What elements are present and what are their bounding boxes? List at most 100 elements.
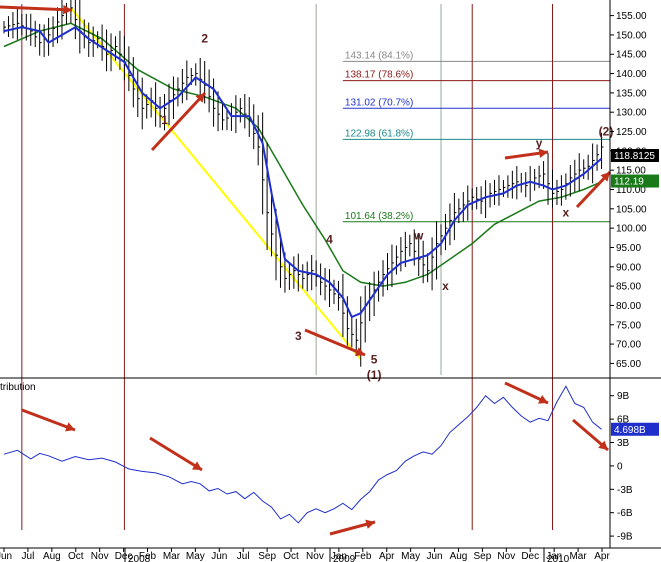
annotation-arrow-head xyxy=(355,347,365,357)
x-month-label: Mar xyxy=(163,551,181,562)
x-month-label: Jan xyxy=(331,551,347,562)
price-tick-label: 75.00 xyxy=(616,320,641,331)
fib-level-label: 101.64 (38.2%) xyxy=(345,211,413,222)
price-tick-label: 70.00 xyxy=(616,340,641,351)
annotation-arrow-head xyxy=(63,4,72,15)
x-month-label: May xyxy=(186,551,205,562)
x-month-label: Jul xyxy=(22,551,35,562)
last-ma-tag: 112.19 xyxy=(614,177,644,188)
indicator-line xyxy=(3,385,602,524)
annotation-arrow-head xyxy=(192,461,202,470)
wave-label: x xyxy=(442,279,449,293)
annotation-arrows xyxy=(0,4,612,536)
indicator-tick-label: 3B xyxy=(617,438,630,449)
x-month-label: Nov xyxy=(306,551,324,562)
annotation-arrow-head xyxy=(600,172,610,182)
x-year-label: 2010 xyxy=(547,554,570,562)
last-ma-tag-box xyxy=(611,174,659,188)
price-tick-label: 95.00 xyxy=(616,243,641,254)
vertical-markers xyxy=(21,4,553,530)
x-month-label: Apr xyxy=(594,551,610,562)
fibonacci-levels: 143.14 (84.1%) 138.17 (78.6%) 131.02 (70.7… xyxy=(342,50,610,223)
x-month-label: Dec xyxy=(115,551,133,562)
price-tick-label: 140.00 xyxy=(616,69,647,80)
x-month-label: Feb xyxy=(139,551,157,562)
price-tick-label: 130.00 xyxy=(616,108,647,119)
last-value-tags: 118.8125 112.19 4.698B xyxy=(611,148,659,436)
x-month-label: Feb xyxy=(354,551,372,562)
fib-level-label: 143.14 (84.1%) xyxy=(345,50,413,61)
price-tick-label: 80.00 xyxy=(616,301,641,312)
price-tick-label: 125.00 xyxy=(616,127,647,138)
x-month-label: Aug xyxy=(450,551,468,562)
annotation-arrow-shaft xyxy=(149,436,203,472)
price-tick-label: 100.00 xyxy=(616,224,647,235)
price-tick-label: 110.00 xyxy=(616,185,646,196)
annotation-arrow-shaft xyxy=(150,91,207,152)
x-month-label: Dec xyxy=(521,551,539,562)
fib-level-label: 131.02 (70.7%) xyxy=(345,97,413,108)
x-year-label: 2009 xyxy=(333,554,356,562)
annotation-arrow-head xyxy=(598,440,608,450)
x-month-label: Jul xyxy=(237,551,250,562)
price-tick-label: 115.00 xyxy=(616,166,646,177)
annotation-arrow-shaft xyxy=(0,5,73,12)
indicator-tick-label: 9B xyxy=(617,391,630,402)
price-tick-label: 150.00 xyxy=(616,30,647,41)
last-indicator-tag: 4.698B xyxy=(614,425,646,436)
fib-level-label: 138.17 (78.6%) xyxy=(345,70,413,81)
wave-label: 3 xyxy=(295,329,302,343)
indicator-tick-label: -3B xyxy=(617,485,633,496)
annotation-arrow-shaft xyxy=(21,408,76,432)
indicator-tick-label: 0 xyxy=(617,461,623,472)
x-month-label: Jun xyxy=(211,551,227,562)
x-month-label: May xyxy=(401,551,420,562)
x-month-label: Oct xyxy=(283,551,299,562)
indicator-label: tribution xyxy=(0,382,36,393)
annotation-arrow-head xyxy=(195,93,205,103)
fib-level-label: 122.98 (61.8%) xyxy=(345,128,413,139)
x-month-label: Oct xyxy=(68,551,84,562)
x-month-label: Apr xyxy=(379,551,395,562)
x-month-label: Jun xyxy=(426,551,442,562)
wave-label: y xyxy=(536,136,543,150)
gridlines xyxy=(315,4,442,375)
x-month-label: Sep xyxy=(258,551,276,562)
wave-label: x xyxy=(563,206,570,220)
x-month-label: Nov xyxy=(91,551,109,562)
wave-label: 1 xyxy=(161,113,168,127)
last-price-tag-box xyxy=(611,148,659,162)
x-month-label: Nov xyxy=(497,551,515,562)
last-price-tag: 118.8125 xyxy=(614,151,655,162)
wave-label: 5 xyxy=(371,352,378,366)
yellow-trendline xyxy=(70,7,362,361)
x-year-label: 2008 xyxy=(128,554,151,562)
price-tick-label: 85.00 xyxy=(616,282,641,293)
annotation-arrow-head xyxy=(538,148,548,158)
x-month-label: Jan xyxy=(546,551,562,562)
indicator-tick-label: -9B xyxy=(617,532,633,543)
price-tick-label: 135.00 xyxy=(616,88,647,99)
moving-average-long xyxy=(3,22,602,287)
last-indicator-tag-box xyxy=(611,422,659,436)
indicator-tick-label: -6B xyxy=(617,508,633,519)
moving-average-short xyxy=(3,25,603,319)
x-month-label: Jun xyxy=(0,551,12,562)
x-month-label: Aug xyxy=(43,551,61,562)
annotation-arrow-head xyxy=(65,422,75,432)
wave-label: w xyxy=(413,229,424,243)
wave-label: (1) xyxy=(367,368,382,382)
x-month-label: Sep xyxy=(474,551,492,562)
wave-label: 2 xyxy=(201,32,208,46)
price-tick-label: 105.00 xyxy=(616,204,647,215)
price-tick-label: 145.00 xyxy=(616,50,647,61)
annotation-arrow-head xyxy=(365,519,375,529)
price-tick-label: 90.00 xyxy=(616,262,641,273)
wave-label: 4 xyxy=(326,233,333,247)
annotation-arrow-shaft xyxy=(304,328,366,357)
indicator-tick-label: 6B xyxy=(617,415,630,426)
x-month-label: Mar xyxy=(569,551,587,562)
annotation-arrow-head xyxy=(538,394,548,404)
